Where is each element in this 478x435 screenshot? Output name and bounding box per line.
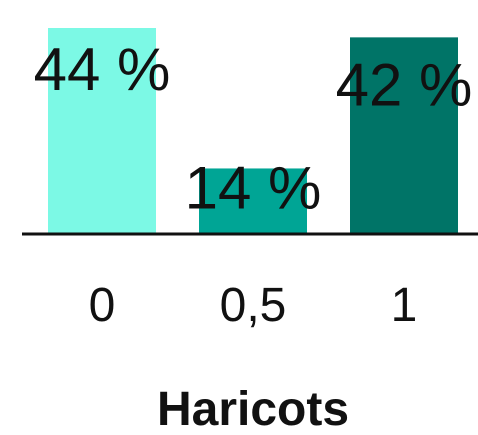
value-label-0,5: 14 %: [185, 154, 322, 221]
value-label-0: 44 %: [34, 36, 171, 103]
x-tick-label-0,5: 0,5: [220, 279, 287, 332]
x-tick-label-0: 0: [89, 279, 116, 332]
bar-0,5: [199, 168, 307, 234]
value-label-1: 42 %: [336, 51, 473, 118]
x-tick-labels-group: 0 0,5 1: [89, 279, 418, 332]
bar-0: [48, 28, 156, 234]
x-tick-label-1: 1: [391, 279, 418, 332]
bar-1: [350, 37, 458, 235]
bars-group: [48, 28, 458, 235]
x-axis-title: Haricots: [157, 383, 349, 435]
value-labels-group: 44 %14 %42 %: [34, 36, 473, 221]
